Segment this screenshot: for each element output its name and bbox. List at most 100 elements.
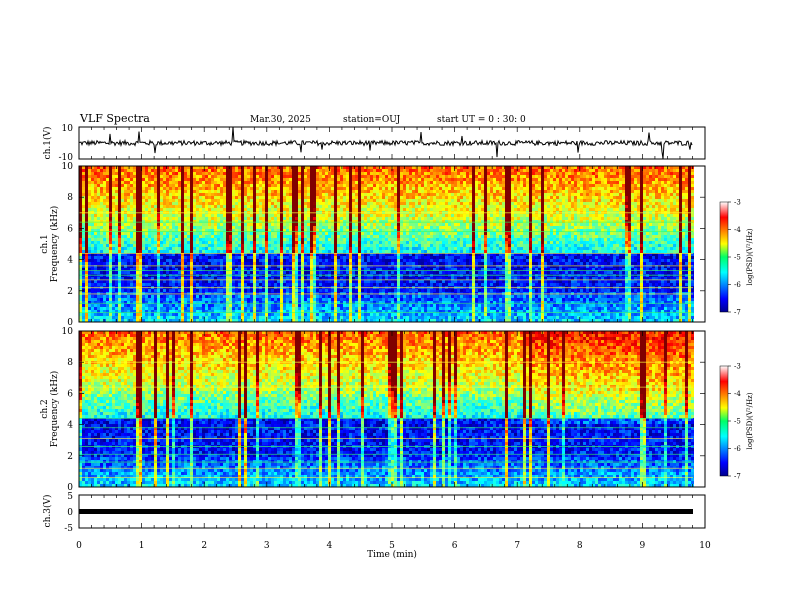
spectrogram-cell xyxy=(100,220,103,223)
spectrogram-cell xyxy=(598,208,601,211)
spectrogram-cell xyxy=(571,214,574,217)
spectrogram-cell xyxy=(397,172,400,175)
spectrogram-cell xyxy=(88,199,91,202)
spectrogram-cell xyxy=(358,190,361,193)
spectrogram-cell xyxy=(592,229,595,232)
spectrogram-cell xyxy=(628,232,631,235)
spectrogram-cell xyxy=(79,166,82,169)
spectrogram-cell xyxy=(427,235,430,238)
spectrogram-cell xyxy=(160,217,163,220)
spectrogram-cell xyxy=(544,217,547,220)
spectrogram-cell xyxy=(286,181,289,184)
spectrogram-cell xyxy=(226,235,229,238)
spectrogram-cell xyxy=(559,193,562,196)
spectrogram-cell xyxy=(427,208,430,211)
spectrogram-cell xyxy=(409,217,412,220)
spectrogram-cell xyxy=(406,226,409,229)
spectrogram-cell xyxy=(319,172,322,175)
spectrogram-cell xyxy=(250,202,253,205)
spectrogram-cell xyxy=(478,232,481,235)
spectrogram-cell xyxy=(262,169,265,172)
spectrogram-cell xyxy=(403,205,406,208)
spectrogram-cell xyxy=(82,226,85,229)
spectrogram-cell xyxy=(196,178,199,181)
spectrogram-cell xyxy=(154,172,157,175)
spectrogram-cell xyxy=(436,190,439,193)
spectrogram-cell xyxy=(100,223,103,226)
spectrogram-cell xyxy=(103,214,106,217)
spectrogram-cell xyxy=(370,193,373,196)
spectrogram-cell xyxy=(403,214,406,217)
spectrogram-cell xyxy=(280,187,283,190)
spectrogram-cell xyxy=(325,232,328,235)
spectrogram-cell xyxy=(181,178,184,181)
spectrogram-cell xyxy=(184,220,187,223)
spectrogram-cell xyxy=(538,178,541,181)
spectrogram-cell xyxy=(220,187,223,190)
spectrogram-cell xyxy=(502,220,505,223)
spectrogram-cell xyxy=(157,166,160,169)
spectrogram-cell xyxy=(532,193,535,196)
spectrogram-cell xyxy=(460,181,463,184)
spectrogram-cell xyxy=(559,196,562,199)
spectrogram-cell xyxy=(361,184,364,187)
spectrogram-cell xyxy=(274,217,277,220)
spectrogram-cell xyxy=(478,190,481,193)
spectrogram-cell xyxy=(583,229,586,232)
spectrogram-cell xyxy=(199,178,202,181)
spectrogram-cell xyxy=(418,166,421,169)
spectrogram-cell xyxy=(127,187,130,190)
spectrogram-cell xyxy=(550,199,553,202)
spectrogram-cell xyxy=(307,226,310,229)
spectrogram-cell xyxy=(439,202,442,205)
spectrogram-cell xyxy=(334,229,337,232)
spectrogram-cell xyxy=(511,196,514,199)
spectrogram-cell xyxy=(640,166,643,169)
spectrogram-cell xyxy=(646,223,649,226)
spectrogram-cell xyxy=(682,223,685,226)
spectrogram-cell xyxy=(475,226,478,229)
spectrogram-cell xyxy=(601,184,604,187)
spectrogram-cell xyxy=(196,172,199,175)
spectrogram-cell xyxy=(670,217,673,220)
spectrogram-cell xyxy=(541,202,544,205)
spectrogram-cell xyxy=(637,229,640,232)
spectrogram-cell xyxy=(259,217,262,220)
spectrogram-cell xyxy=(130,202,133,205)
spectrogram-cell xyxy=(307,178,310,181)
spectrogram-cell xyxy=(184,169,187,172)
spectrogram-cell xyxy=(691,232,694,235)
spectrogram-cell xyxy=(661,196,664,199)
spectrogram-cell xyxy=(649,166,652,169)
spectrogram-cell xyxy=(481,175,484,178)
spectrogram-cell xyxy=(178,172,181,175)
spectrogram-cell xyxy=(529,220,532,223)
spectrogram-cell xyxy=(256,229,259,232)
spectrogram-cell xyxy=(634,223,637,226)
spectrogram-cell xyxy=(190,235,193,238)
spectrogram-cell xyxy=(322,196,325,199)
spectrogram-cell xyxy=(646,220,649,223)
spectrogram-cell xyxy=(541,217,544,220)
spectrogram-cell xyxy=(271,184,274,187)
spectrogram-cell xyxy=(106,229,109,232)
spectrogram-cell xyxy=(286,166,289,169)
spectrogram-cell xyxy=(544,193,547,196)
spectrogram-cell xyxy=(622,175,625,178)
spectrogram-cell xyxy=(397,196,400,199)
spectrogram-cell xyxy=(151,226,154,229)
spectrogram-cell xyxy=(394,205,397,208)
spectrogram-cell xyxy=(430,178,433,181)
spectrogram-cell xyxy=(265,202,268,205)
spectrogram-cell xyxy=(199,226,202,229)
spectrogram-cell xyxy=(604,184,607,187)
spectrogram-cell xyxy=(325,169,328,172)
spectrogram-cell xyxy=(100,166,103,169)
spectrogram-cell xyxy=(331,220,334,223)
spectrogram-cell xyxy=(679,193,682,196)
spectrogram-cell xyxy=(157,235,160,238)
spectrogram-cell xyxy=(82,166,85,169)
spectrogram-cell xyxy=(559,175,562,178)
spectrogram-cell xyxy=(106,226,109,229)
spectrogram-cell xyxy=(286,184,289,187)
